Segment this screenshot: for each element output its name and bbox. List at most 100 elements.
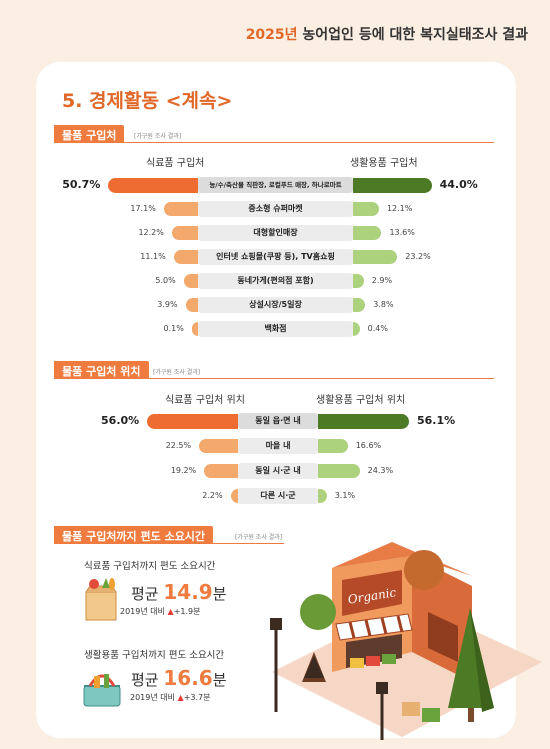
- report-year: 2025년: [245, 27, 298, 43]
- goods-bar: [353, 322, 360, 336]
- food-value: 17.1%: [130, 204, 156, 213]
- crate: [422, 708, 440, 722]
- goods-avg-time: 평균 16.6분: [131, 666, 227, 690]
- avg-prefix: 평균: [131, 585, 164, 603]
- travel-time-note: [가구원 조사 결과]: [235, 534, 283, 541]
- goods-time-label: 생활용품 구입처까지 편도 소요시간: [84, 650, 225, 661]
- lamp: [376, 682, 388, 694]
- food-column-label: 식료품 구입처: [146, 158, 205, 169]
- side-window: [428, 612, 458, 662]
- building-roof: [332, 542, 472, 576]
- store-sign: [342, 570, 402, 616]
- up-arrow-icon: ▲: [167, 607, 174, 616]
- food-value: 19.2%: [170, 466, 197, 475]
- up-arrow-icon: ▲: [177, 693, 184, 702]
- purchase-place-note: [가구원 조사 결과]: [134, 133, 182, 140]
- goods-value: 12.1%: [386, 204, 413, 213]
- food-value: 11.1%: [140, 252, 166, 261]
- food-bar: [173, 250, 198, 264]
- report-title: 2025년 농어업인 등에 대한 복지실태조사 결과: [246, 24, 528, 44]
- produce-box: [382, 654, 396, 664]
- food-value: 2.2%: [202, 491, 223, 500]
- food-bar: [191, 322, 198, 336]
- produce-box: [350, 658, 364, 668]
- food-bar: [199, 439, 238, 453]
- food-value: 0.1%: [163, 324, 184, 333]
- goods-column-label: 생활용품 구입처: [350, 158, 418, 169]
- goods-bar: [318, 439, 348, 453]
- goods-comparison: 2019년 대비 ▲+3.7분: [130, 692, 210, 703]
- crate: [402, 702, 420, 716]
- food-value: 12.2%: [138, 228, 164, 237]
- tree-trunk: [468, 708, 474, 722]
- category-label: 동네가게(편의점 포함): [198, 273, 353, 289]
- food-bar: [183, 274, 198, 288]
- food-comparison: 2019년 대비 ▲+1.9분: [120, 606, 200, 617]
- category-label: 상설시장/5일장: [198, 297, 353, 313]
- goods-avg-value: 16.6: [163, 666, 213, 690]
- goods-bar: [318, 414, 409, 429]
- category-label: 마을 내: [238, 438, 318, 454]
- category-label: 동일 시·군 내: [238, 463, 318, 479]
- food-value: 56.0%: [101, 414, 140, 427]
- category-label: 대형할인매장: [198, 225, 353, 241]
- avg-unit: 분: [212, 585, 227, 603]
- household-basket-icon: [83, 674, 121, 707]
- goods-value: 3.1%: [334, 491, 356, 500]
- goods-value: 24.3%: [367, 466, 394, 475]
- goods-bar: [318, 489, 327, 503]
- food-bar: [185, 298, 198, 312]
- category-label: 다른 시·군: [238, 488, 318, 504]
- food-avg-value: 14.9: [163, 580, 213, 604]
- food-bar: [108, 178, 198, 193]
- grocery-bag-icon: [85, 578, 117, 621]
- goods-bar: [353, 226, 382, 240]
- category-label: 인터넷 쇼핑몰(쿠팡 등), TV홈쇼핑: [198, 249, 353, 265]
- goods-location-label: 생활용품 구입처 위치: [316, 395, 406, 406]
- goods-value: 44.0%: [439, 178, 478, 191]
- goods-bar: [353, 250, 398, 264]
- store-illustration: Organic: [270, 542, 542, 740]
- food-bar: [230, 489, 238, 503]
- avg-prefix: 평균: [131, 671, 164, 689]
- food-avg-time: 평균 14.9분: [131, 580, 227, 604]
- food-bar: [171, 226, 198, 240]
- tree-shade: [470, 608, 494, 712]
- category-label: 농/수/축산물 직판장, 로컬푸드 매장, 하나로마트: [198, 177, 353, 193]
- round-tree: [404, 550, 444, 590]
- section-title: 5. 경제활동 <계속>: [62, 90, 233, 112]
- goods-value: 0.4%: [367, 324, 388, 333]
- food-value: 50.7%: [62, 178, 101, 191]
- menu-board-face: [304, 656, 324, 678]
- goods-value: 16.6%: [355, 441, 382, 450]
- food-value: 5.0%: [155, 276, 176, 285]
- goods-value: 2.9%: [371, 276, 393, 285]
- category-label: 백화점: [198, 321, 353, 337]
- goods-value: 3.8%: [373, 300, 394, 309]
- comparison-prefix: 2019년 대비: [130, 693, 178, 702]
- goods-value: 23.2%: [405, 252, 431, 261]
- report-title-text: 농어업인 등에 대한 복지실태조사 결과: [297, 27, 528, 43]
- comparison-delta: +1.9분: [173, 607, 201, 616]
- goods-bar: [353, 178, 432, 193]
- travel-time-header: 물품 구입처까지 편도 소요시간: [54, 526, 214, 544]
- lamp: [270, 618, 282, 630]
- store-awning: [335, 613, 413, 641]
- goods-bar: [353, 202, 379, 216]
- goods-value: 13.6%: [389, 228, 415, 237]
- food-bar: [163, 202, 198, 216]
- food-location-label: 식료품 구입처 위치: [165, 395, 245, 406]
- divider: [54, 378, 494, 379]
- goods-bar: [353, 274, 364, 288]
- comparison-delta: +3.7분: [183, 693, 211, 702]
- produce-box: [366, 656, 380, 666]
- avg-unit: 분: [212, 671, 227, 689]
- food-bar: [204, 464, 238, 478]
- purchase-location-header: 물품 구입처 위치: [54, 361, 149, 379]
- goods-bar: [353, 298, 366, 312]
- food-value: 22.5%: [165, 441, 192, 450]
- divider: [54, 543, 284, 544]
- purchase-place-header: 물품 구입처: [54, 125, 125, 143]
- category-label: 동일 읍·면 내: [238, 413, 318, 429]
- food-bar: [147, 414, 238, 429]
